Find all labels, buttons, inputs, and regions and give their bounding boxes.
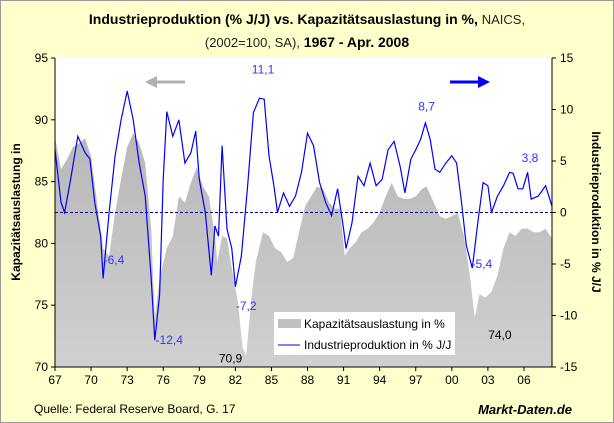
legend-label-capacity: Kapazitätsauslastung in % — [304, 317, 445, 331]
title-period: 1967 - Apr. 2008 — [303, 34, 410, 50]
y-left-tick-label: 80 — [35, 236, 49, 250]
y-axis-left-label: Kapazitätsauslastung in — [9, 143, 23, 280]
x-tick-label: 06 — [517, 373, 531, 387]
annotation-label: 74,0 — [488, 328, 512, 342]
capacity-area — [55, 133, 552, 367]
annotation-label: -6,4 — [104, 253, 125, 267]
annotation-label: -12,4 — [156, 333, 184, 347]
x-tick-label: 70 — [84, 373, 98, 387]
chart-title: Industrieproduktion (% J/J) vs. Kapazitä… — [0, 8, 614, 54]
x-tick-label: 67 — [48, 373, 62, 387]
y-right-tick-label: 0 — [560, 206, 567, 220]
x-tick-label: 91 — [337, 373, 351, 387]
y-left-tick-label: 85 — [35, 175, 49, 189]
y-left-tick-label: 70 — [35, 360, 49, 374]
y-right-tick-label: -10 — [560, 309, 578, 323]
y-right-tick-label: 10 — [560, 103, 574, 117]
annotation-label: 3,8 — [522, 151, 539, 165]
title-base: (2002=100, SA), — [204, 35, 300, 50]
x-tick-label: 73 — [120, 373, 134, 387]
annotation-label: -7,2 — [236, 299, 257, 313]
annotation-label: 70,9 — [219, 351, 243, 365]
x-tick-label: 76 — [157, 373, 171, 387]
ip-line — [54, 90, 553, 341]
y-right-tick-label: 5 — [560, 154, 567, 168]
y-left-tick-label: 75 — [35, 298, 49, 312]
brand-logo: Markt-Daten.de — [478, 402, 572, 417]
x-tick-label: 94 — [373, 373, 387, 387]
y-left-tick-label: 90 — [35, 113, 49, 127]
x-tick-label: 88 — [301, 373, 315, 387]
left-axis-arrow-icon — [145, 76, 185, 88]
x-tick-label: 00 — [445, 373, 459, 387]
annotation-label: 11,1 — [252, 62, 275, 76]
source-note: Quelle: Federal Reserve Board, G. 17 — [34, 402, 236, 416]
legend-swatch-capacity — [278, 319, 301, 328]
y-left-tick-label: 95 — [35, 51, 49, 65]
x-tick-label: 79 — [193, 373, 207, 387]
y-right-tick-label: 15 — [560, 51, 574, 65]
annotation-label: 8,7 — [418, 99, 435, 113]
legend: Kapazitätsauslastung in % Industrieprodu… — [274, 312, 455, 355]
x-tick-label: 82 — [229, 373, 243, 387]
y-right-tick-label: -15 — [560, 360, 578, 374]
x-tick-label: 97 — [409, 373, 423, 387]
y-right-tick-label: -5 — [560, 257, 571, 271]
title-main: Industrieproduktion (% J/J) vs. Kapazitä… — [88, 11, 478, 27]
title-naics: NAICS, — [481, 12, 526, 27]
x-tick-label: 03 — [481, 373, 495, 387]
y-axis-right-label: Industrieproduktion in % J/J — [589, 131, 603, 292]
x-tick-label: 85 — [265, 373, 279, 387]
legend-label-ip: Industrieproduktion in % J/J — [304, 338, 451, 352]
annotation-label: -5,4 — [472, 257, 493, 271]
right-axis-arrow-icon — [450, 76, 490, 88]
